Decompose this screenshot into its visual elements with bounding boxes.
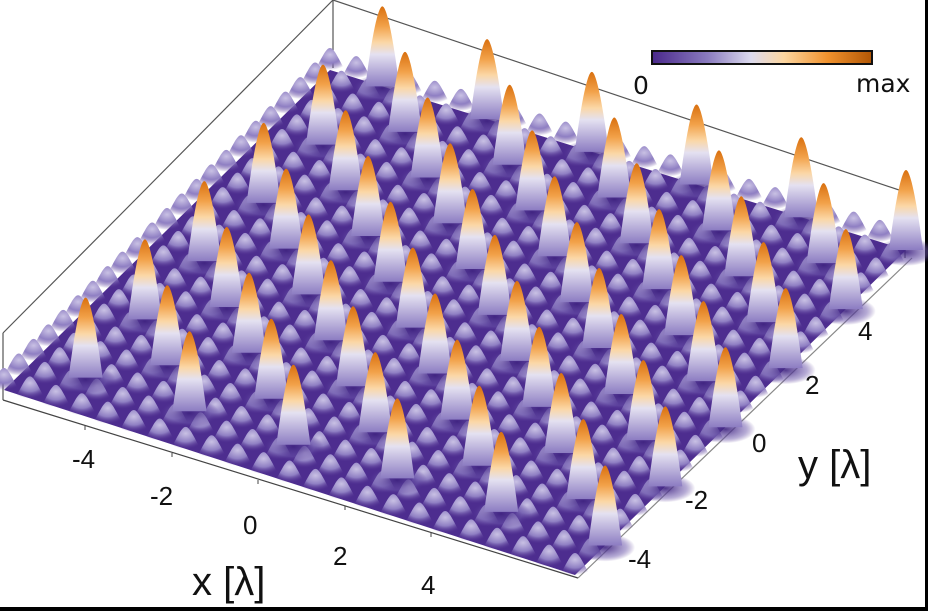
intensity-peak bbox=[440, 339, 475, 420]
intensity-peak bbox=[455, 189, 490, 270]
intensity-peak bbox=[477, 234, 512, 315]
intensity-peak bbox=[626, 360, 661, 441]
intensity-peak bbox=[544, 372, 579, 453]
intensity-peak bbox=[784, 137, 819, 218]
intensity-peak bbox=[313, 260, 348, 341]
intensity-peak bbox=[499, 280, 534, 361]
intensity-peak bbox=[889, 170, 923, 250]
intensity-peak bbox=[462, 385, 497, 466]
intensity-peak bbox=[522, 326, 557, 407]
intensity-peak bbox=[708, 347, 743, 428]
y-tick-label: 0 bbox=[752, 428, 767, 458]
intensity-peak bbox=[306, 64, 341, 145]
intensity-peak bbox=[351, 155, 386, 236]
intensity-peak bbox=[597, 117, 632, 198]
intensity-peak bbox=[417, 293, 452, 374]
intensity-peak bbox=[68, 297, 103, 378]
intensity-peak bbox=[232, 272, 267, 353]
intensity-peak bbox=[410, 97, 445, 178]
intensity-peak bbox=[648, 406, 683, 487]
intensity-peak bbox=[619, 163, 654, 244]
intensity-peak bbox=[328, 110, 363, 191]
y-axis-label: y [λ] bbox=[798, 443, 872, 487]
intensity-peak bbox=[484, 431, 519, 512]
colorbar-min-label: 0 bbox=[633, 71, 649, 100]
intensity-peak bbox=[537, 176, 572, 257]
colorbar bbox=[651, 50, 873, 65]
intensity-peak bbox=[515, 130, 550, 211]
intensity-peak bbox=[746, 242, 781, 323]
intensity-peak bbox=[686, 301, 721, 382]
surface-peaks bbox=[55, 6, 928, 562]
intensity-peak bbox=[291, 214, 326, 295]
intensity-peak bbox=[768, 288, 803, 369]
y-tick-label: -2 bbox=[685, 485, 709, 515]
intensity-peak bbox=[358, 352, 393, 433]
x-tick-label: 0 bbox=[243, 510, 258, 540]
intensity-peak bbox=[373, 201, 408, 282]
intensity-peak bbox=[254, 318, 289, 399]
intensity-peak bbox=[559, 222, 594, 303]
y-tick-label: 2 bbox=[805, 370, 820, 400]
intensity-peak bbox=[574, 71, 609, 152]
y-tick-label: 4 bbox=[858, 316, 873, 346]
intensity-peak bbox=[679, 104, 714, 185]
intensity-peak bbox=[269, 168, 304, 249]
intensity-peak bbox=[365, 6, 400, 87]
intensity-peak bbox=[380, 398, 415, 479]
intensity-peak bbox=[127, 239, 162, 320]
intensity-peak bbox=[187, 181, 222, 262]
y-tick-label: -4 bbox=[628, 544, 652, 574]
intensity-peak bbox=[172, 331, 207, 412]
intensity-peak bbox=[395, 247, 430, 328]
intensity-peak bbox=[566, 419, 601, 500]
x-axis-label: x [λ] bbox=[192, 560, 266, 604]
x-tick-label: -4 bbox=[72, 444, 96, 474]
x-tick-label: 4 bbox=[421, 570, 436, 600]
intensity-peak bbox=[724, 196, 759, 277]
intensity-peak bbox=[701, 150, 736, 231]
intensity-peak bbox=[664, 255, 699, 336]
colorbar-max-label: max bbox=[856, 69, 911, 98]
intensity-peak bbox=[209, 226, 244, 307]
intensity-peak bbox=[806, 183, 841, 264]
intensity-peak bbox=[492, 84, 527, 165]
intensity-peak bbox=[246, 122, 281, 203]
intensity-peak bbox=[828, 229, 863, 310]
intensity-peak bbox=[470, 39, 505, 120]
intensity-peak bbox=[604, 314, 639, 395]
intensity-peak bbox=[336, 306, 371, 387]
intensity-peak bbox=[388, 51, 423, 132]
intensity-peak bbox=[582, 268, 617, 349]
x-tick-label: 2 bbox=[333, 541, 348, 571]
x-tick-label: -2 bbox=[150, 481, 174, 511]
intensity-peak bbox=[276, 364, 311, 445]
intensity-peak bbox=[642, 209, 677, 290]
intensity-peak bbox=[433, 143, 468, 224]
intensity-peak bbox=[588, 465, 623, 546]
intensity-peak bbox=[150, 285, 185, 366]
